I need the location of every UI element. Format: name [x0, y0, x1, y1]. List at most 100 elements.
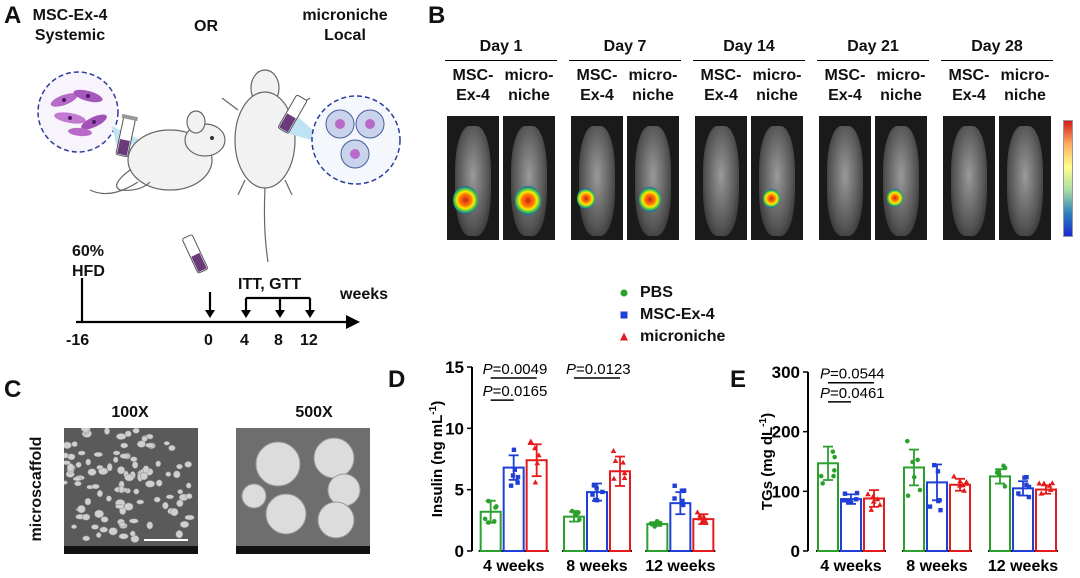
y-tick-label: 5 — [455, 481, 464, 500]
data-point — [820, 481, 825, 486]
data-point — [868, 506, 875, 512]
microscaffold-particle — [82, 535, 91, 542]
y-axis-label-end: ) — [759, 413, 776, 418]
data-point — [917, 487, 923, 493]
data-point — [870, 493, 877, 499]
microscaffold-particle — [176, 499, 184, 508]
microscaffold-particle — [67, 453, 76, 461]
data-point — [621, 470, 628, 476]
microscaffold-particle — [119, 453, 130, 459]
day-label: Day 21 — [847, 38, 899, 55]
microniche-illustration — [311, 95, 401, 185]
diet-label-line2: HFD — [72, 263, 105, 280]
microscaffold-particle — [162, 501, 169, 510]
legend-item-label: MSC-Ex-4 — [640, 306, 715, 323]
mouse-body — [511, 126, 547, 236]
mouse-body — [703, 126, 739, 236]
microscaffold-particle — [112, 456, 119, 463]
data-point — [870, 498, 877, 504]
data-point — [832, 454, 837, 460]
y-axis-label-sup: -1 — [758, 417, 769, 426]
microscaffold-particle — [72, 476, 83, 482]
data-point — [515, 480, 520, 485]
data-point — [915, 457, 920, 463]
p-value-symbol: P — [483, 383, 493, 400]
data-point — [590, 492, 595, 497]
p-value-label: P=0.0123 — [566, 361, 631, 378]
data-point — [532, 479, 539, 485]
p-value-symbol: P — [483, 361, 493, 378]
sem-image-100x — [64, 428, 198, 554]
group-label-line: micro- — [504, 67, 554, 84]
p-value-label: P=0.0461 — [820, 385, 885, 402]
group-label-line: Ex-4 — [580, 87, 614, 104]
data-point — [612, 458, 619, 464]
microscaffold-particle — [104, 428, 110, 435]
y-tick-label: 10 — [445, 419, 464, 438]
microscaffold-particle — [108, 527, 118, 536]
microscaffold-side-label: microscaffold — [28, 436, 45, 542]
group-label-line: MSC- — [700, 67, 742, 84]
group-label: micro-niche — [993, 66, 1057, 106]
legend-item: PBS — [618, 282, 725, 304]
microscaffold-particle — [185, 493, 193, 500]
data-point — [877, 501, 883, 507]
microscaffold-particle — [132, 428, 140, 434]
microscaffold-particle — [118, 485, 125, 494]
data-point — [831, 473, 836, 479]
bioluminescence-signal — [639, 187, 662, 213]
p-value-number: =0.0461 — [830, 385, 885, 402]
data-point — [577, 517, 582, 523]
microscaffold-particle — [98, 467, 109, 475]
p-value-symbol: P — [820, 366, 830, 383]
microscaffold-particle — [117, 466, 126, 475]
data-point — [610, 448, 617, 454]
microscaffold-particle — [163, 441, 170, 446]
group-label: micro-niche — [869, 66, 933, 106]
microscaffold-particle — [75, 461, 82, 468]
ivis-mouse-image — [447, 116, 499, 240]
mouse-body — [883, 126, 919, 236]
panel-a-illustration — [37, 69, 401, 329]
data-point — [905, 438, 910, 444]
group-label-line: MSC- — [576, 67, 618, 84]
data-point — [593, 497, 598, 502]
microscaffold-particle — [81, 513, 91, 521]
or-text: OR — [194, 18, 218, 35]
microscaffold-particle — [155, 460, 162, 468]
data-point — [996, 471, 1002, 477]
microscaffold-particle — [71, 524, 77, 530]
data-point — [697, 515, 704, 521]
mag-100x-label: 100X — [111, 404, 149, 421]
group-label-line: MSC- — [824, 67, 866, 84]
microscaffold-particle — [118, 522, 127, 528]
group-label: MSC- Ex-4 — [813, 66, 877, 106]
bar — [840, 498, 862, 552]
y-tick-label: 0 — [455, 542, 464, 561]
mouse-body — [827, 126, 863, 236]
mouse-body — [635, 126, 671, 236]
data-point — [681, 488, 687, 493]
bioluminescence-signal — [577, 188, 596, 209]
y-tick-label: 200 — [772, 423, 800, 442]
systemic-title-line1: MSC-Ex-4 — [32, 7, 108, 24]
data-point — [482, 516, 488, 522]
microscaffold-particle — [71, 441, 78, 448]
x-tick-label: 4 weeks — [483, 558, 544, 575]
legend-item: microniche — [618, 326, 725, 348]
microscaffold-particle — [128, 518, 139, 524]
x-tick-label: 8 weeks — [906, 558, 967, 575]
ivis-mouse-image — [503, 116, 555, 240]
y-axis-label: TGs (mg dL-1) — [758, 413, 776, 510]
tests-label: ITT, GTT — [238, 276, 302, 293]
ivis-mouse-image — [819, 116, 871, 240]
data-point — [493, 505, 498, 510]
data-point — [951, 473, 957, 479]
microscaffold-particle — [116, 433, 127, 440]
panel-b-label: B — [428, 2, 446, 29]
mouse-body — [455, 126, 491, 236]
insulin-bar-chart: 0 5 10 15 Insulin (ng mL-1) 4 weeks 8 weeks 12 … — [428, 358, 716, 575]
legend-item-label: PBS — [640, 284, 673, 301]
group-label-line: niche — [632, 87, 674, 104]
x-tick-label: 12 weeks — [988, 558, 1058, 575]
